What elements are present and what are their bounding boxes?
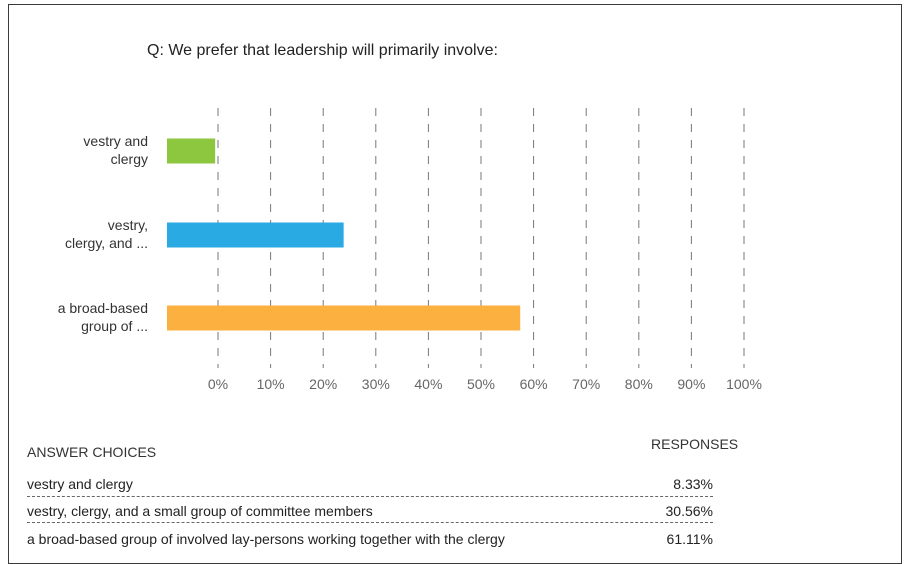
x-tick-label: 100% — [726, 376, 762, 392]
table-row: vestry, clergy, and a small group of com… — [27, 501, 713, 521]
responses-header: RESPONSES — [651, 436, 739, 452]
x-tick-label: 20% — [309, 376, 337, 392]
x-tick-labels: 0% 10% 20% 30% 40% 50% 60% 70% 80% 90% 100% — [208, 376, 762, 392]
bar-chart: vestry and clergy vestry, clergy, and ... a … — [58, 108, 762, 392]
response-percent: 8.33% — [673, 476, 713, 492]
table-row: a broad-based group of involved lay-pers… — [27, 529, 713, 549]
response-percent: 30.56% — [665, 503, 713, 519]
x-tick-label: 30% — [362, 376, 390, 392]
row-divider — [27, 496, 713, 497]
answer-choices-header: ANSWER CHOICES — [27, 444, 157, 460]
category-label: vestry and clergy — [83, 133, 148, 167]
x-tick-label: 10% — [257, 376, 285, 392]
row-divider — [27, 522, 713, 523]
answer-choice-text: a broad-based group of involved lay-pers… — [27, 531, 505, 547]
answer-choice-text: vestry and clergy — [27, 476, 133, 492]
bar-2 — [167, 222, 344, 248]
category-label: vestry, clergy, and ... — [65, 217, 148, 251]
x-tick-label: 90% — [677, 376, 705, 392]
x-tick-label: 50% — [467, 376, 495, 392]
x-tick-label: 80% — [625, 376, 653, 392]
bar-1 — [167, 138, 216, 164]
table-row: vestry and clergy 8.33% — [27, 474, 713, 494]
category-labels: vestry and clergy vestry, clergy, and ... a … — [58, 133, 148, 334]
x-tick-label: 40% — [414, 376, 442, 392]
answer-choice-text: vestry, clergy, and a small group of com… — [27, 503, 373, 519]
question-title: Q: We prefer that leadership will primar… — [147, 42, 498, 59]
category-label: a broad-based group of ... — [58, 300, 148, 334]
response-percent: 61.11% — [666, 531, 713, 547]
bar-3 — [167, 305, 521, 331]
bars — [167, 138, 521, 331]
x-tick-label: 0% — [208, 376, 228, 392]
x-tick-label: 70% — [572, 376, 600, 392]
x-tick-label: 60% — [520, 376, 548, 392]
